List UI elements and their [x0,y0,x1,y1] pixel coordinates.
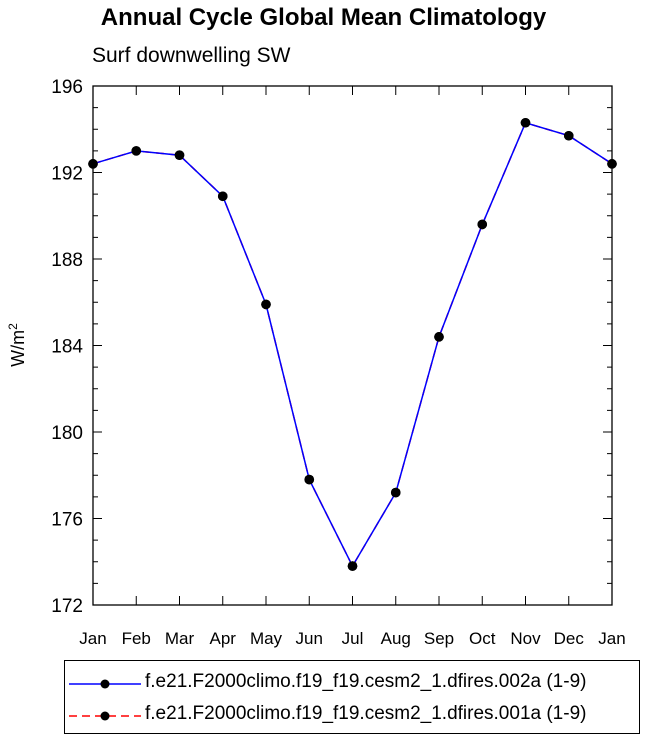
x-tick-label: Sep [424,629,454,648]
x-tick-label: Oct [469,629,496,648]
data-point-series-1 [261,299,271,310]
x-tick-label: Jan [598,629,625,648]
data-point-series-1 [131,146,142,156]
data-point-series-1 [304,474,315,485]
y-tick-label: 172 [51,596,83,617]
x-tick-label: Dec [554,629,585,648]
x-tick-label: May [250,629,283,648]
x-tick-label: Feb [122,629,151,648]
data-point-series-1 [477,219,488,230]
x-tick-label: Jul [342,629,364,648]
legend-swatch-series-1 [69,679,141,689]
y-tick-label: 176 [51,510,83,531]
data-point-series-1 [520,117,531,128]
plot-frame [92,85,613,606]
data-point-series-1 [563,130,574,141]
series-line-1 [92,121,613,568]
x-tick-label: Jun [296,629,323,648]
legend-label-series-1: f.e21.F2000climo.f19_f19.cesm2_1.dfires.… [145,671,587,692]
y-tick-label: 188 [51,250,83,271]
series-line-2 [92,121,613,568]
y-tick-label: 192 [51,164,83,185]
y-axis-label: W/m2 [6,323,28,367]
x-tick-label: Apr [210,629,237,648]
legend: f.e21.F2000climo.f19_f19.cesm2_1.dfires.… [64,660,640,734]
x-tick-label: Jan [79,629,106,648]
data-point-series-1 [217,191,228,202]
legend-swatch-series-2 [69,711,141,721]
data-point-series-1 [390,487,401,498]
y-tick-label: 180 [51,423,83,444]
x-tick-label: Aug [381,629,411,648]
legend-label-series-2: f.e21.F2000climo.f19_f19.cesm2_1.dfires.… [145,703,587,724]
line-chart: 172 176 180 184 188 192 196 Jan Feb Mar Apr May Jun J… [6,77,626,648]
y-tick-label: 184 [51,337,83,358]
data-point-series-1 [88,159,98,169]
legend-entry-series-1: f.e21.F2000climo.f19_f19.cesm2_1.dfires.… [65,667,639,697]
data-point-series-1 [607,159,617,169]
legend-entry-series-2: f.e21.F2000climo.f19_f19.cesm2_1.dfires.… [65,699,639,729]
data-point-series-1 [347,561,358,571]
data-point-series-1 [434,332,444,342]
chart-title: Annual Cycle Global Mean Climatology [100,4,547,31]
chart-subtitle: Surf downwelling SW [92,44,291,67]
data-point-series-1 [174,150,185,160]
x-tick-label: Nov [510,629,541,648]
x-tick-label: Mar [165,629,195,648]
y-tick-label: 196 [51,77,83,98]
